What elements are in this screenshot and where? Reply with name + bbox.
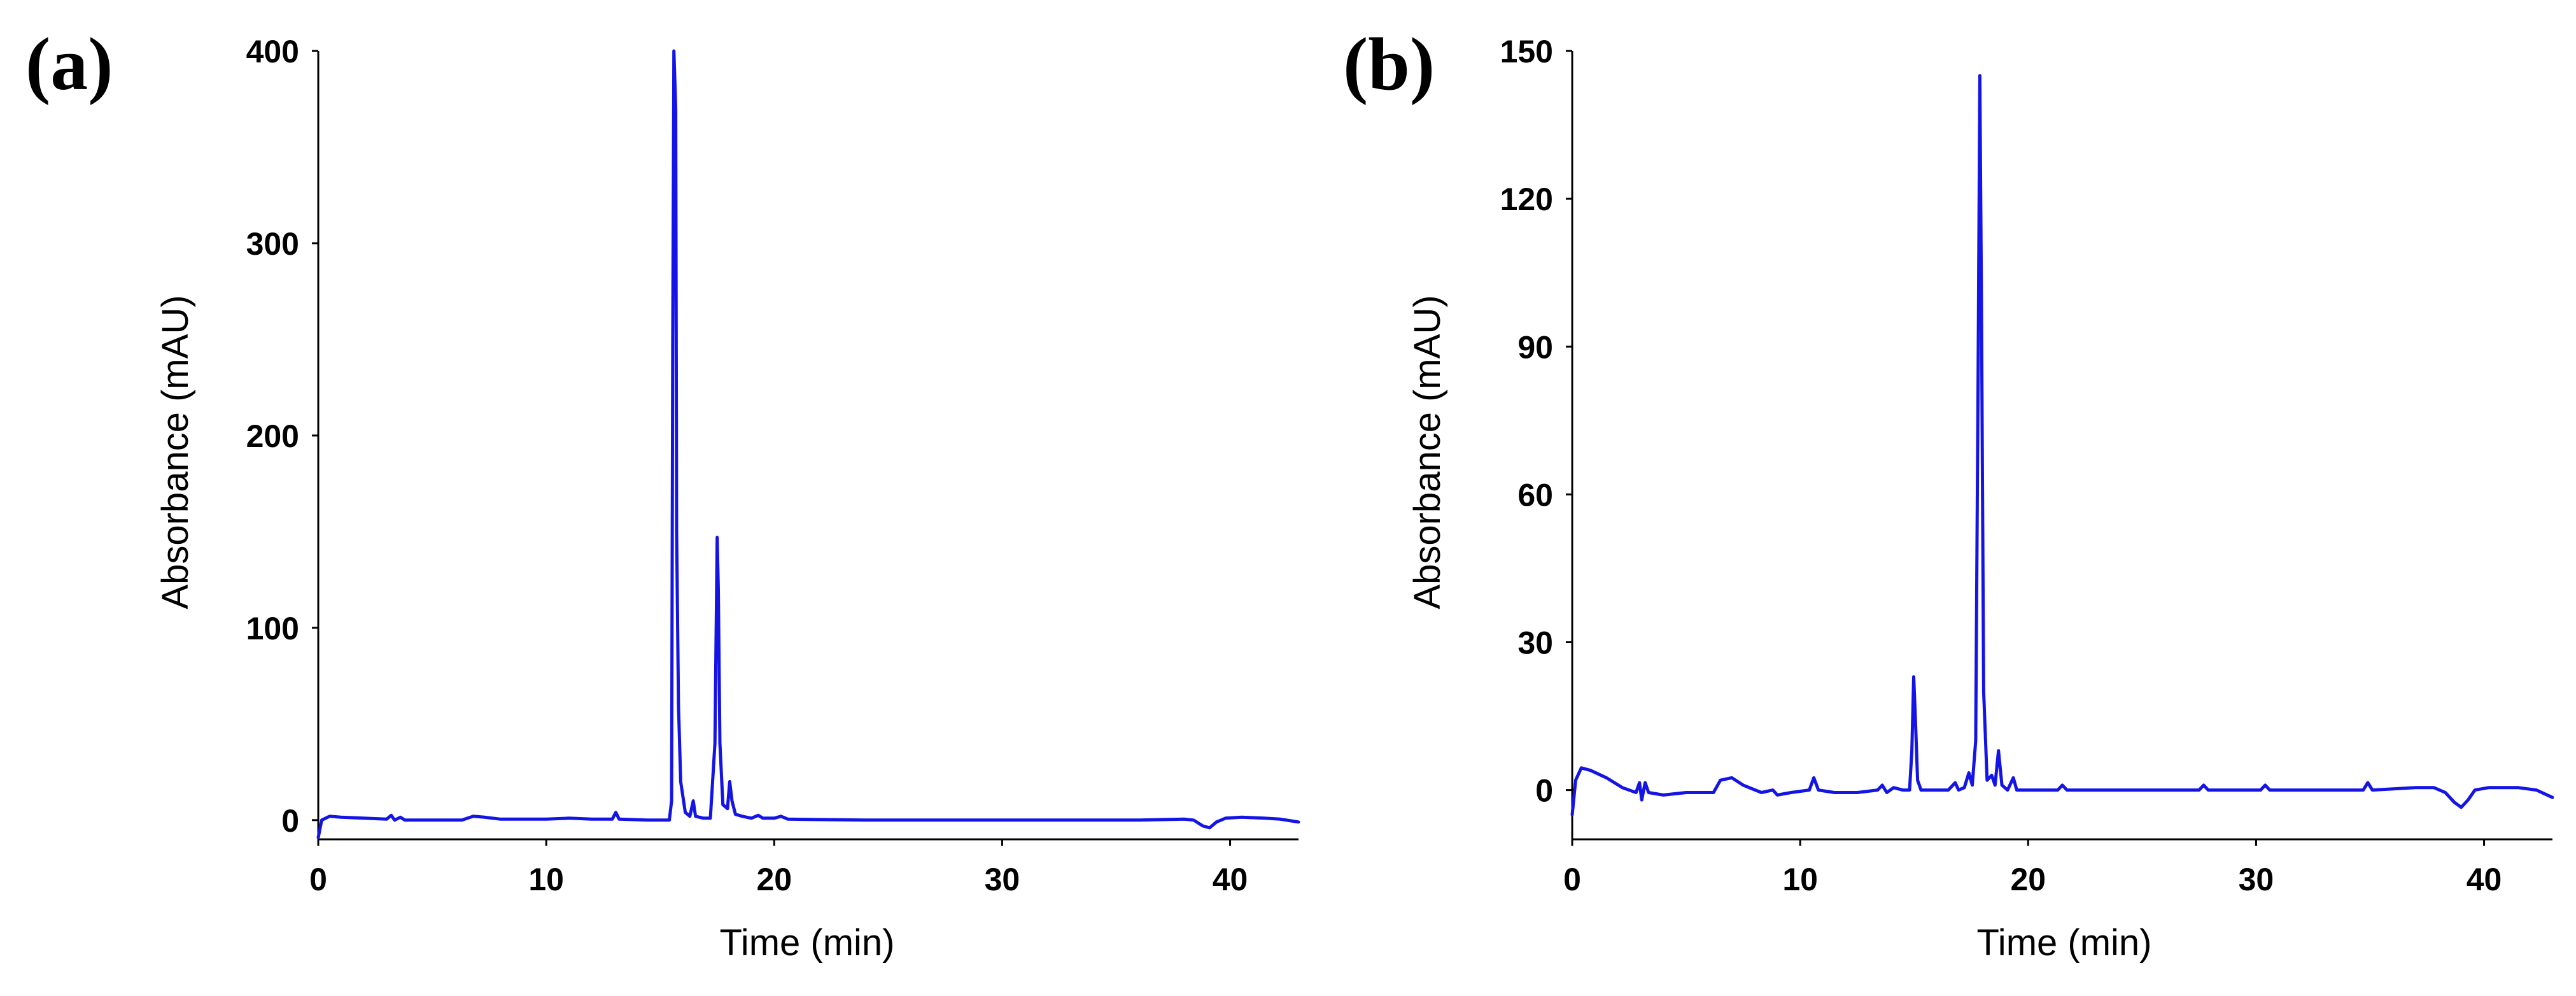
panel-a-x-axis-title: Time (min) <box>720 922 895 964</box>
panel-a: (a) Time (min) Absorbance (mAU) 01002003… <box>25 22 1300 964</box>
panel-b-y-tick-label: 0 <box>1535 773 1553 809</box>
panel-b-y-tick-label: 150 <box>1500 34 1553 69</box>
panel-a-x-tick-label: 30 <box>985 862 1020 897</box>
panel-b-y-tick-label: 60 <box>1517 477 1553 513</box>
panel-a-series-line <box>316 49 1300 839</box>
panel-a-x-tick-label: 10 <box>528 862 564 897</box>
panel-a-y-tick-label: 200 <box>246 418 299 454</box>
panel-a-x-tick-label: 40 <box>1213 862 1248 897</box>
panel-b-x-axis-title: Time (min) <box>1977 922 2152 964</box>
panel-b-x-tick-label: 10 <box>1782 862 1818 897</box>
panel-b: (b) Time (min) Absorbance (mAU) 0 30 60 90 1… <box>1343 22 2554 964</box>
panel-b-y-tick-label: 120 <box>1500 181 1553 217</box>
panel-b-x-tick-label: 40 <box>2467 862 2502 897</box>
panel-b-label: (b) <box>1343 22 1435 106</box>
panel-b-y-axis-title: Absorbance (mAU) <box>1407 295 1448 609</box>
panel-a-x-tick-label: 20 <box>756 862 792 897</box>
panel-a-x-tick-label: 0 <box>309 862 327 897</box>
panel-b-series-line <box>1570 74 2554 816</box>
panel-b-y-tick-label: 90 <box>1517 329 1553 365</box>
panel-a-y-tick-label: 300 <box>246 226 299 262</box>
panel-a-y-tick-label: 400 <box>246 34 299 69</box>
panel-b-x-tick-label: 20 <box>2010 862 2046 897</box>
panel-a-y-axis-title: Absorbance (mAU) <box>155 295 196 609</box>
panel-a-label: (a) <box>25 22 113 106</box>
panel-b-x-tick-label: 0 <box>1563 862 1581 897</box>
panel-b-y-tick-label: 30 <box>1517 625 1553 661</box>
panel-b-x-tick-label: 30 <box>2239 862 2274 897</box>
panel-a-y-tick-label: 100 <box>246 611 299 646</box>
panel-a-y-tick-label: 0 <box>281 803 299 839</box>
